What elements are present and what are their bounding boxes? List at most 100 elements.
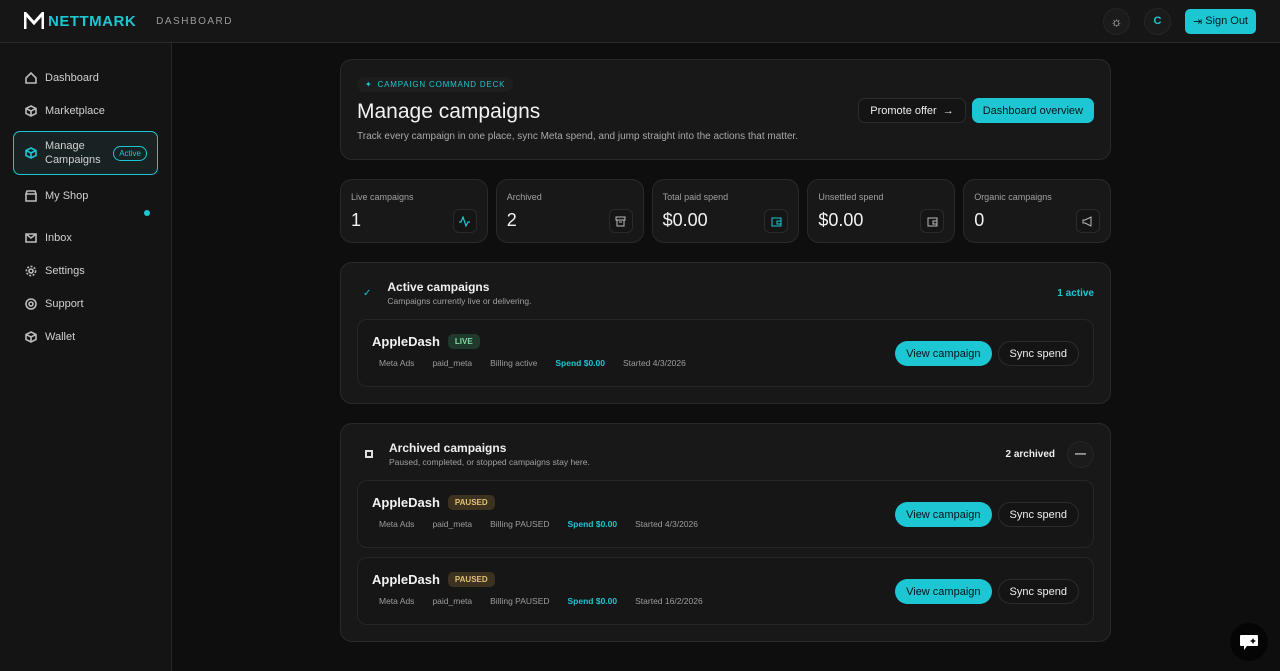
box-icon bbox=[25, 104, 37, 117]
start-date: Started 16/2/2026 bbox=[635, 596, 703, 606]
sidebar-item-label: Manage Campaigns bbox=[45, 140, 101, 166]
promote-offer-button[interactable]: Promote offer → bbox=[858, 98, 966, 123]
spend: Spend $0.00 bbox=[555, 358, 605, 368]
archived-count: 2 archived bbox=[1005, 448, 1055, 460]
status-badge: LIVE bbox=[447, 334, 480, 349]
stat-label: Live campaigns bbox=[351, 192, 414, 202]
stat-value: 1 bbox=[351, 210, 362, 230]
sidebar-item-label: Marketplace bbox=[45, 104, 105, 117]
check-icon: ✓ bbox=[363, 287, 372, 299]
sidebar-item-label: Settings bbox=[45, 264, 85, 277]
activity-icon bbox=[452, 209, 477, 233]
view-campaign-button[interactable]: View campaign bbox=[895, 579, 992, 604]
box-icon bbox=[25, 147, 37, 159]
box-icon bbox=[25, 330, 37, 343]
billing-status: Billing PAUSED bbox=[490, 596, 550, 606]
sidebar-item-dashboard[interactable]: Dashboard bbox=[0, 61, 171, 94]
billing-status: Billing PAUSED bbox=[490, 519, 550, 529]
lifebuoy-icon bbox=[25, 297, 37, 310]
wallet-icon bbox=[764, 209, 789, 233]
theme-toggle-button[interactable]: ☼ bbox=[1102, 7, 1130, 35]
platform: Meta Ads bbox=[379, 596, 415, 606]
campaign-type: paid_meta bbox=[432, 519, 473, 529]
stat-label: Organic campaigns bbox=[974, 192, 1052, 202]
active-count: 1 active bbox=[1057, 287, 1094, 299]
dashboard-overview-button[interactable]: Dashboard overview bbox=[971, 98, 1094, 123]
top-header: NETTMARK DASHBOARD ☼ C ⇥ Sign Out bbox=[0, 0, 1280, 43]
archived-campaigns-section: Archived campaigns Paused, completed, or … bbox=[340, 423, 1111, 642]
sidebar-item-label: Dashboard bbox=[45, 71, 99, 84]
sidebar-item-label: Inbox bbox=[45, 231, 72, 244]
stat-value: $0.00 bbox=[662, 210, 708, 230]
sign-out-icon: ⇥ bbox=[1192, 15, 1203, 28]
stat-organic-campaigns: Organic campaigns 0 bbox=[963, 179, 1111, 243]
sidebar-item-manage-campaigns[interactable]: Manage Campaigns Active bbox=[13, 131, 158, 175]
stat-label: Total paid spend bbox=[662, 192, 729, 202]
stats-row: Live campaigns 1 Archived 2 Total paid spe… bbox=[340, 179, 1111, 243]
sun-icon: ☼ bbox=[1110, 13, 1123, 29]
stat-total-paid-spend: Total paid spend $0.00 bbox=[651, 179, 800, 243]
stat-archived: Archived 2 bbox=[495, 179, 644, 243]
chat-icon bbox=[1240, 634, 1258, 650]
page-title: Manage campaigns bbox=[357, 100, 541, 123]
logo-mark-icon bbox=[24, 12, 44, 29]
spend: Spend $0.00 bbox=[567, 519, 618, 529]
chat-widget-button[interactable] bbox=[1230, 623, 1268, 661]
sidebar-item-inbox[interactable]: Inbox bbox=[0, 210, 171, 254]
status-badge: PAUSED bbox=[447, 572, 495, 587]
campaign-name: AppleDash bbox=[372, 572, 440, 587]
sidebar-item-support[interactable]: Support bbox=[0, 287, 171, 320]
unread-dot bbox=[144, 210, 150, 216]
start-date: Started 4/3/2026 bbox=[635, 519, 698, 529]
active-campaigns-section: ✓ Active campaigns Campaigns currently li… bbox=[340, 262, 1111, 404]
platform: Meta Ads bbox=[379, 519, 415, 529]
minus-icon: — bbox=[1075, 448, 1086, 460]
sidebar-item-settings[interactable]: Settings bbox=[0, 254, 171, 287]
view-campaign-button[interactable]: View campaign bbox=[895, 341, 992, 366]
sidebar-item-my-shop[interactable]: My Shop bbox=[0, 179, 171, 212]
store-icon bbox=[25, 189, 37, 202]
megaphone-icon bbox=[1075, 209, 1100, 233]
sign-out-button[interactable]: ⇥ Sign Out bbox=[1184, 8, 1256, 34]
mail-icon bbox=[25, 232, 37, 243]
sidebar-item-wallet[interactable]: Wallet bbox=[0, 320, 171, 353]
campaign-type: paid_meta bbox=[432, 358, 473, 368]
promote-label: Promote offer bbox=[870, 104, 937, 117]
collapse-button[interactable]: — bbox=[1067, 440, 1094, 468]
view-campaign-button[interactable]: View campaign bbox=[895, 502, 992, 527]
stat-unsettled-spend: Unsettled spend $0.00 bbox=[807, 179, 956, 243]
section-subtitle: Campaigns currently live or delivering. bbox=[387, 296, 532, 306]
hero-card: ✦ CAMPAIGN COMMAND DECK Manage campaigns … bbox=[340, 59, 1111, 160]
sidebar-item-label: Support bbox=[45, 297, 84, 310]
page-subtitle: Track every campaign in one place, sync … bbox=[357, 131, 798, 142]
sync-spend-button[interactable]: Sync spend bbox=[997, 341, 1079, 366]
main-content: ✦ CAMPAIGN COMMAND DECK Manage campaigns … bbox=[340, 59, 1111, 642]
brand-logo[interactable]: NETTMARK bbox=[24, 12, 136, 30]
billing-status: Billing active bbox=[490, 358, 538, 368]
stat-label: Unsettled spend bbox=[818, 192, 884, 202]
stat-value: 2 bbox=[506, 210, 517, 230]
sign-out-label: Sign Out bbox=[1205, 15, 1248, 27]
header-section-label: DASHBOARD bbox=[156, 15, 234, 27]
start-date: Started 4/3/2026 bbox=[623, 358, 686, 368]
sync-spend-button[interactable]: Sync spend bbox=[997, 579, 1079, 604]
platform: Meta Ads bbox=[379, 358, 415, 368]
spend: Spend $0.00 bbox=[567, 596, 618, 606]
wallet-icon bbox=[920, 209, 945, 233]
home-icon bbox=[25, 71, 37, 84]
campaign-name: AppleDash bbox=[372, 334, 440, 349]
sidebar: Dashboard Marketplace Manage Campaigns Ac… bbox=[0, 43, 172, 671]
sync-spend-button[interactable]: Sync spend bbox=[997, 502, 1079, 527]
active-badge: Active bbox=[113, 145, 147, 161]
sidebar-item-label: My Shop bbox=[45, 189, 89, 202]
sidebar-item-marketplace[interactable]: Marketplace bbox=[0, 94, 171, 127]
status-badge: PAUSED bbox=[447, 495, 495, 510]
section-subtitle: Paused, completed, or stopped campaigns … bbox=[389, 457, 590, 467]
arrow-right-icon: → bbox=[942, 104, 954, 117]
section-title: Active campaigns bbox=[387, 280, 490, 294]
stat-value: 0 bbox=[974, 210, 985, 230]
brand-name: NETTMARK bbox=[48, 12, 137, 30]
archive-square-icon bbox=[365, 450, 373, 458]
campaign-row: AppleDash PAUSED Meta Ads paid_meta Billing… bbox=[357, 557, 1094, 625]
avatar[interactable]: C bbox=[1143, 7, 1171, 35]
